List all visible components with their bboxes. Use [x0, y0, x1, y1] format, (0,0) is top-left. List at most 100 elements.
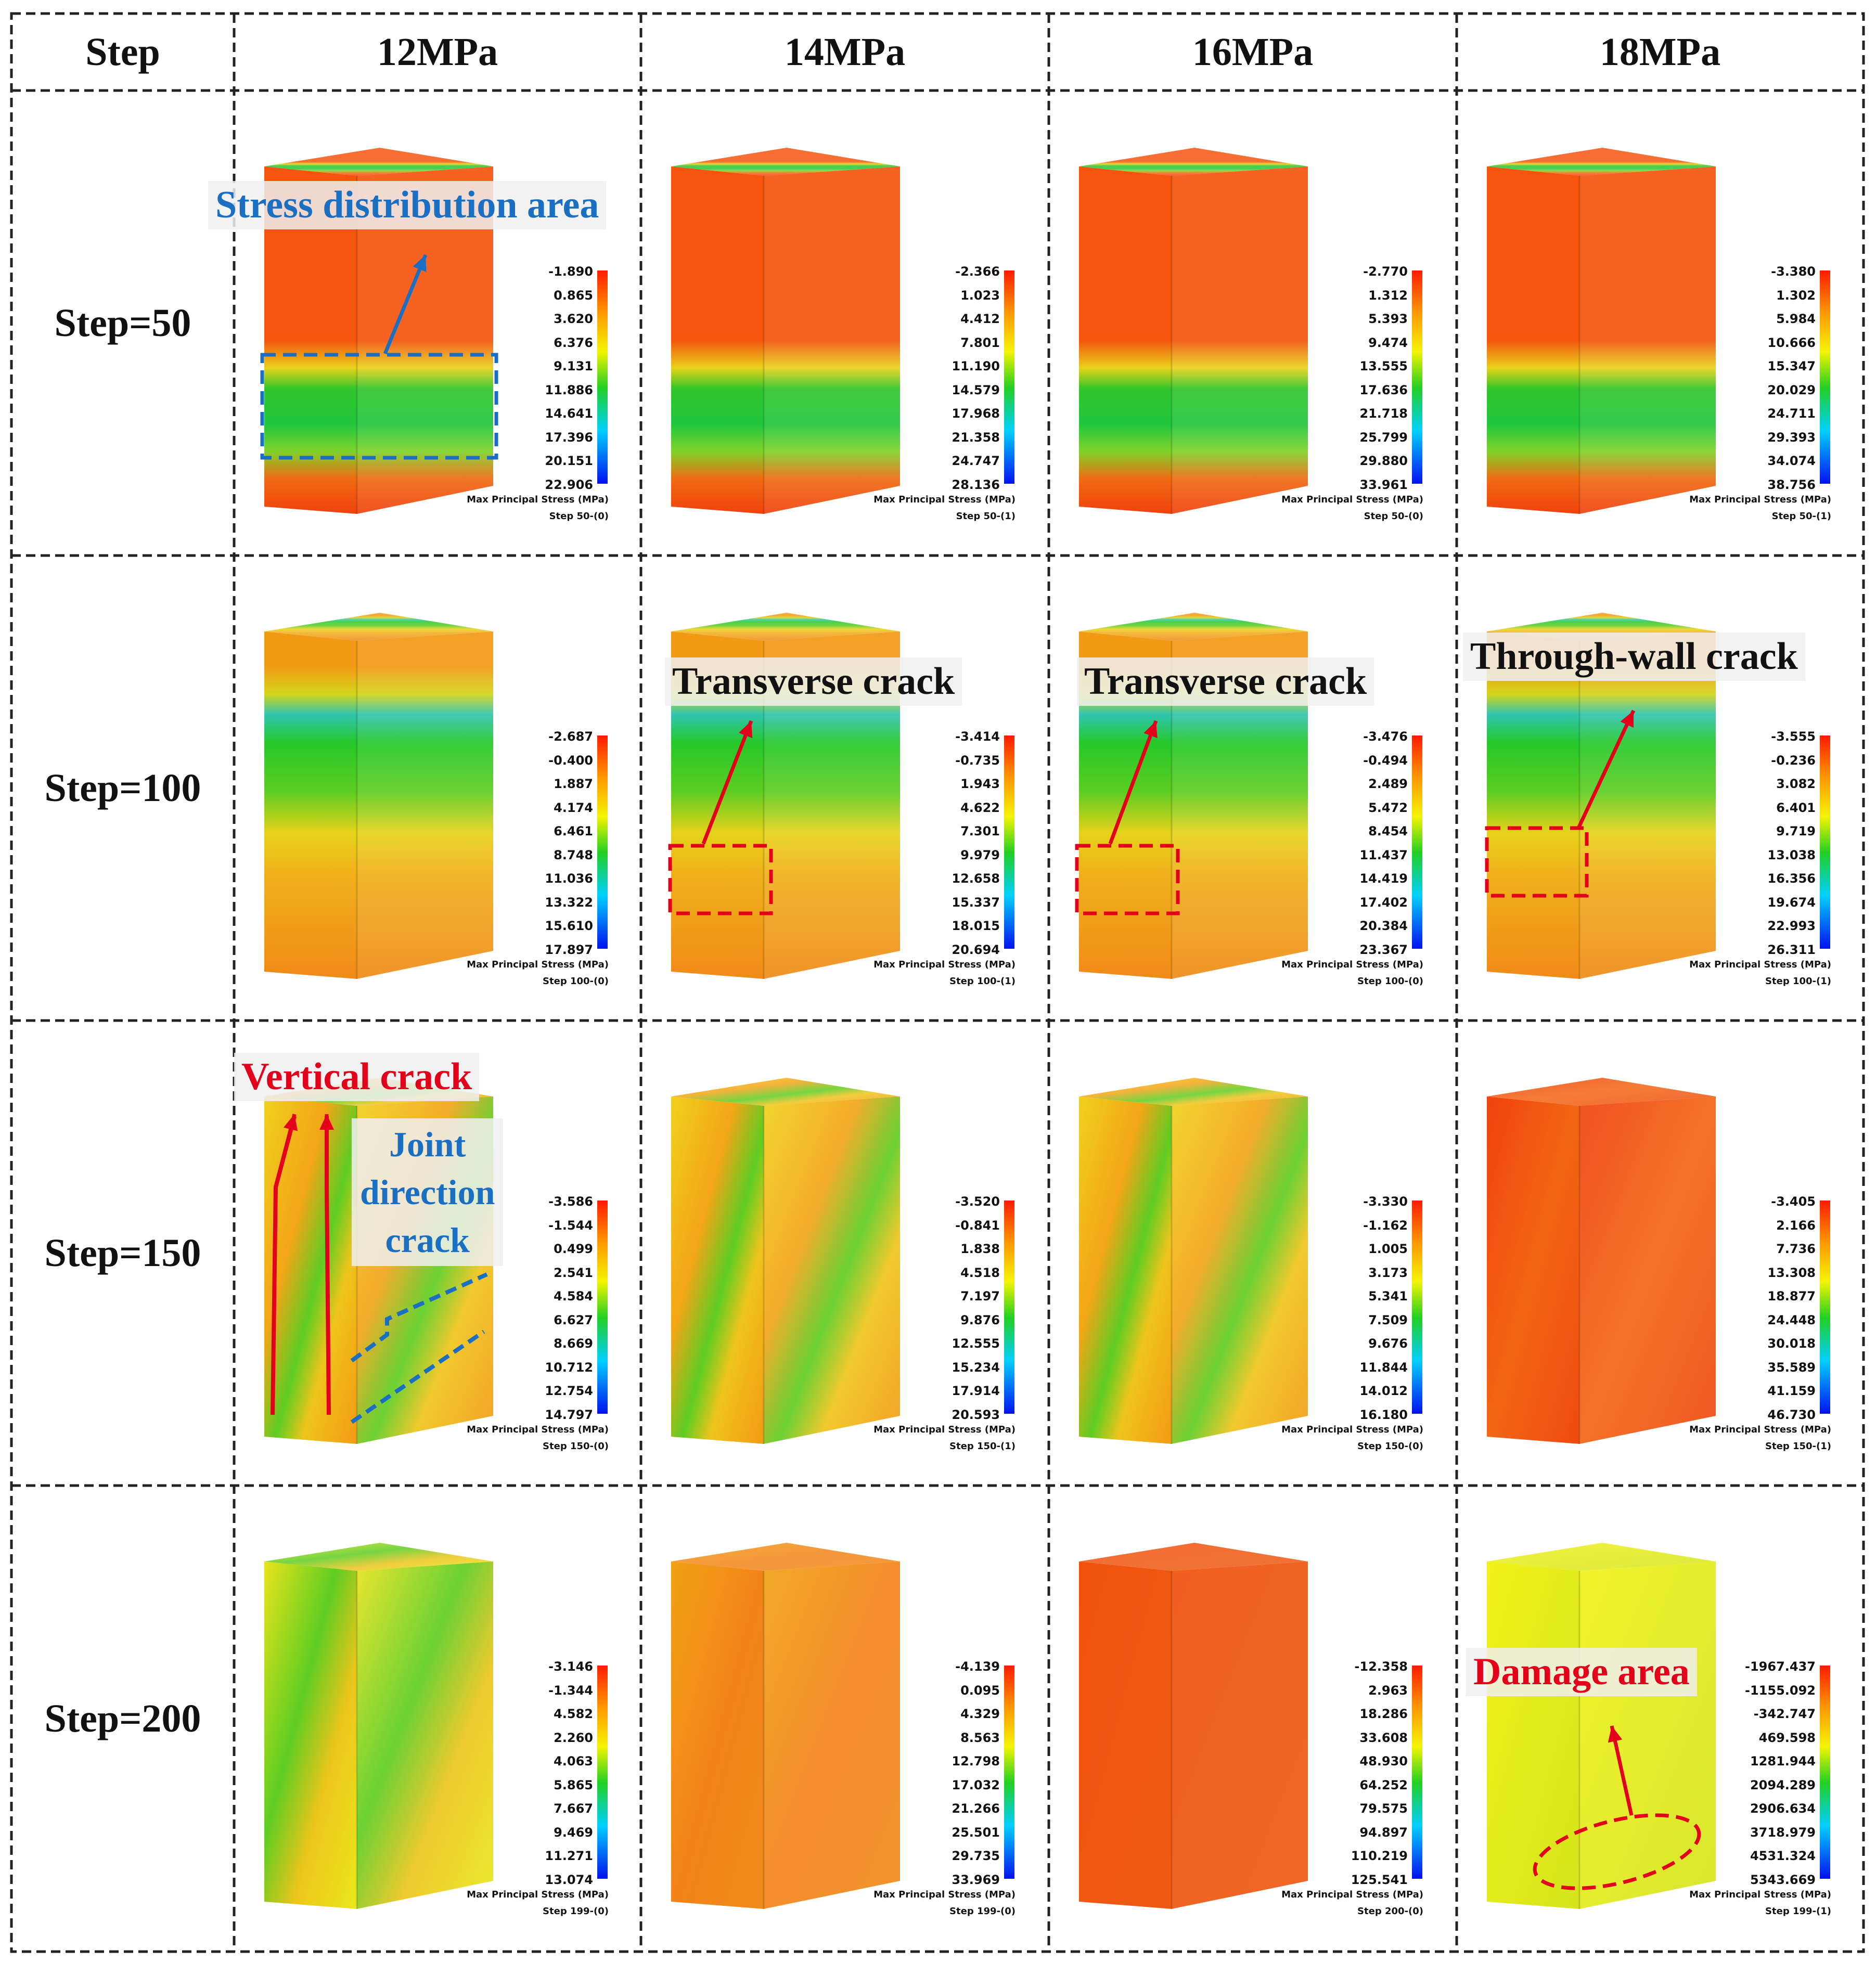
colorbar-tick-label: 5343.669	[1750, 1873, 1816, 1887]
colorbar-tick-label: 4.063	[554, 1754, 593, 1769]
annotation-transverse-crack-16mpa: Transverse crack	[1077, 657, 1374, 706]
colorbar-2-2	[1004, 735, 1014, 949]
step-caption: Step 50-(1)	[1771, 511, 1831, 522]
colorbar-tick-label: 18.286	[1359, 1707, 1408, 1722]
colorbar-tick-label: 4.582	[554, 1707, 593, 1722]
colorbar-tick-label: 4.518	[960, 1265, 1000, 1280]
colorbar-tick-label: 2.489	[1368, 777, 1408, 792]
colorbar-tick-label: -0.236	[1771, 753, 1816, 768]
header-12mpa: 12MPa	[377, 30, 498, 74]
transverse-crack-arrow-16mpa	[1108, 720, 1158, 845]
block-right-face	[357, 1561, 493, 1909]
colorbar-tick-label: 4.412	[960, 312, 1000, 327]
colorbar-tick-label: 9.979	[960, 847, 1000, 862]
colorbar-caption: Max Principal Stress (MPa)	[1689, 494, 1831, 505]
header-18mpa: 18MPa	[1599, 30, 1721, 74]
colorbar-4-3	[1412, 1666, 1422, 1879]
block-top-face	[1079, 613, 1308, 641]
colorbar-tick-label: 4.174	[554, 800, 593, 815]
stress-block-2-2	[671, 613, 900, 979]
step-caption: Step 199-(0)	[543, 1906, 609, 1917]
colorbar-4-4	[1820, 1666, 1830, 1879]
colorbar-2-1	[597, 735, 608, 949]
colorbar-3-1	[597, 1201, 608, 1414]
colorbar-caption: Max Principal Stress (MPa)	[1689, 959, 1831, 970]
annotation-joint-direction-crack: Joint direction crack	[352, 1118, 504, 1266]
block-top-face	[1079, 1078, 1308, 1106]
colorbar-tick-label: 8.563	[960, 1730, 1000, 1745]
colorbar-tick-label: 6.627	[554, 1312, 593, 1327]
colorbar-tick-label: 5.341	[1368, 1289, 1408, 1304]
colorbar-tick-label: 24.747	[952, 454, 1000, 469]
colorbar-tick-label: 11.271	[545, 1849, 593, 1864]
block-top-face	[264, 1543, 493, 1571]
colorbar-tick-label: 33.969	[952, 1873, 1000, 1887]
colorbar-tick-label: -3.330	[1363, 1194, 1408, 1209]
colorbar-2-4	[1820, 735, 1830, 949]
colorbar-3-4	[1820, 1201, 1830, 1414]
colorbar-tick-label: 64.252	[1359, 1777, 1408, 1792]
colorbar-tick-label: 4.622	[960, 800, 1000, 815]
annotation-damage-area: Damage area	[1466, 1648, 1697, 1696]
colorbar-tick-label: 29.880	[1359, 454, 1408, 469]
colorbar-tick-label: -2.687	[548, 729, 593, 744]
joint-line-3: crack	[385, 1220, 470, 1260]
colorbar-tick-label: 6.376	[554, 335, 593, 350]
stress-block-3-3	[1079, 1078, 1308, 1444]
colorbar-tick-label: 29.735	[952, 1849, 1000, 1864]
colorbar-tick-label: 24.711	[1767, 406, 1816, 421]
colorbar-tick-label: 20.384	[1359, 919, 1408, 934]
colorbar-tick-label: 24.448	[1767, 1312, 1816, 1327]
block-right-face	[357, 166, 493, 514]
colorbar-tick-label: 16.180	[1359, 1408, 1408, 1422]
step-caption: Step 200-(0)	[1357, 1906, 1423, 1917]
colorbar-tick-label: 8.454	[1368, 824, 1408, 839]
colorbar-tick-label: 0.499	[554, 1242, 593, 1257]
colorbar-tick-label: -1.890	[548, 264, 593, 279]
colorbar-2-3	[1412, 735, 1422, 949]
colorbar-1-3	[1412, 270, 1422, 484]
colorbar-4-2	[1004, 1666, 1014, 1879]
colorbar-caption: Max Principal Stress (MPa)	[1281, 1424, 1423, 1435]
step-caption: Step 150-(1)	[949, 1441, 1016, 1452]
through-wall-crack-box	[1485, 826, 1589, 898]
colorbar-tick-label: 6.461	[554, 824, 593, 839]
colorbar-tick-label: 9.876	[960, 1312, 1000, 1327]
colorbar-tick-label: -2.366	[955, 264, 1000, 279]
colorbar-tick-label: 17.968	[952, 406, 1000, 421]
colorbar-tick-label: 7.301	[960, 824, 1000, 839]
colorbar-tick-label: 0.865	[554, 288, 593, 303]
block-left-face	[671, 1096, 764, 1444]
step-caption: Step 50-(0)	[549, 511, 609, 522]
joint-line-2: direction	[360, 1172, 495, 1212]
block-right-face	[1172, 1561, 1308, 1909]
stress-block-4-4	[1487, 1543, 1716, 1909]
colorbar-tick-label: 1.023	[960, 288, 1000, 303]
colorbar-tick-label: 1.302	[1776, 288, 1816, 303]
colorbar-tick-label: -0.494	[1363, 753, 1408, 768]
step-caption: Step 150-(0)	[543, 1441, 609, 1452]
colorbar-caption: Max Principal Stress (MPa)	[873, 1424, 1016, 1435]
colorbar-tick-label: 16.356	[1767, 871, 1816, 886]
stress-block-1-4	[1487, 148, 1716, 514]
row-label-step100: Step=100	[44, 766, 201, 810]
block-right-face	[764, 631, 900, 979]
stress-block-3-2	[671, 1078, 900, 1444]
colorbar-tick-label: 20.151	[545, 454, 593, 469]
step-caption: Step 100-(1)	[1765, 976, 1831, 987]
colorbar-caption: Max Principal Stress (MPa)	[467, 494, 609, 505]
colorbar-tick-label: 34.074	[1767, 454, 1816, 469]
colorbar-caption: Max Principal Stress (MPa)	[467, 959, 609, 970]
step-caption: Step 199-(1)	[1765, 1906, 1831, 1917]
colorbar-tick-label: -3.520	[955, 1194, 1000, 1209]
header-step: Step	[85, 30, 160, 74]
block-right-face	[1172, 1096, 1308, 1444]
colorbar-tick-label: 12.658	[952, 871, 1000, 886]
colorbar-tick-label: 110.219	[1351, 1849, 1408, 1864]
block-right-face	[1579, 631, 1716, 979]
header-14mpa: 14MPa	[784, 30, 906, 74]
colorbar-tick-label: 1.887	[554, 777, 593, 792]
annotation-transverse-crack-14mpa: Transverse crack	[665, 657, 962, 706]
colorbar-tick-label: 20.593	[952, 1408, 1000, 1422]
